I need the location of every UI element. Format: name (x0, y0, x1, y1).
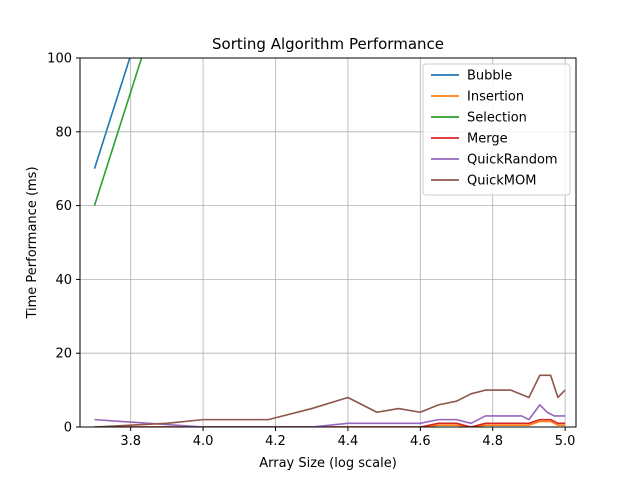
x-tick-label: 4.2 (265, 434, 286, 449)
y-axis-label: Time Performance (ms) (25, 166, 40, 319)
legend-label-bubble: Bubble (467, 69, 512, 84)
x-tick-label: 5.0 (555, 434, 576, 449)
y-tick-label: 80 (55, 125, 72, 140)
legend-label-quickmom: QuickMOM (467, 174, 536, 189)
legend: Bubble Insertion Selection Merge QuickRandom… (422, 63, 571, 196)
series-line-merge (94, 418, 566, 427)
axis-ticks: 3.8 4.0 4.2 4.4 4.6 4.8 5.0 0 20 40 60 80 100 (47, 52, 575, 450)
series-layer (93, 58, 566, 427)
legend-label-merge: Merge (467, 132, 508, 147)
series-line-bubble (93, 58, 131, 169)
series-line-quickrandom (94, 404, 566, 427)
x-tick-label: 4.4 (338, 434, 359, 449)
plot-frame (79, 57, 577, 428)
y-tick-label: 0 (64, 421, 72, 436)
x-tick-label: 3.8 (120, 434, 141, 449)
legend-label-selection: Selection (467, 111, 527, 126)
legend-box (422, 63, 571, 196)
x-tick-label: 4.0 (193, 434, 214, 449)
legend-label-quickrandom: QuickRandom (467, 153, 558, 168)
chart-title: Sorting Algorithm Performance (212, 35, 444, 53)
series-line-selection (93, 58, 143, 206)
y-tick-label: 20 (55, 347, 72, 362)
series-line-quickmom (94, 374, 566, 427)
y-tick-label: 60 (55, 199, 72, 214)
x-axis-label: Array Size (log scale) (259, 456, 397, 471)
x-tick-label: 4.6 (410, 434, 431, 449)
series-line-insertion (94, 420, 566, 427)
legend-label-insertion: Insertion (467, 90, 524, 105)
x-tick-label: 4.8 (482, 434, 503, 449)
y-tick-label: 100 (47, 52, 72, 67)
y-tick-label: 40 (55, 273, 72, 288)
